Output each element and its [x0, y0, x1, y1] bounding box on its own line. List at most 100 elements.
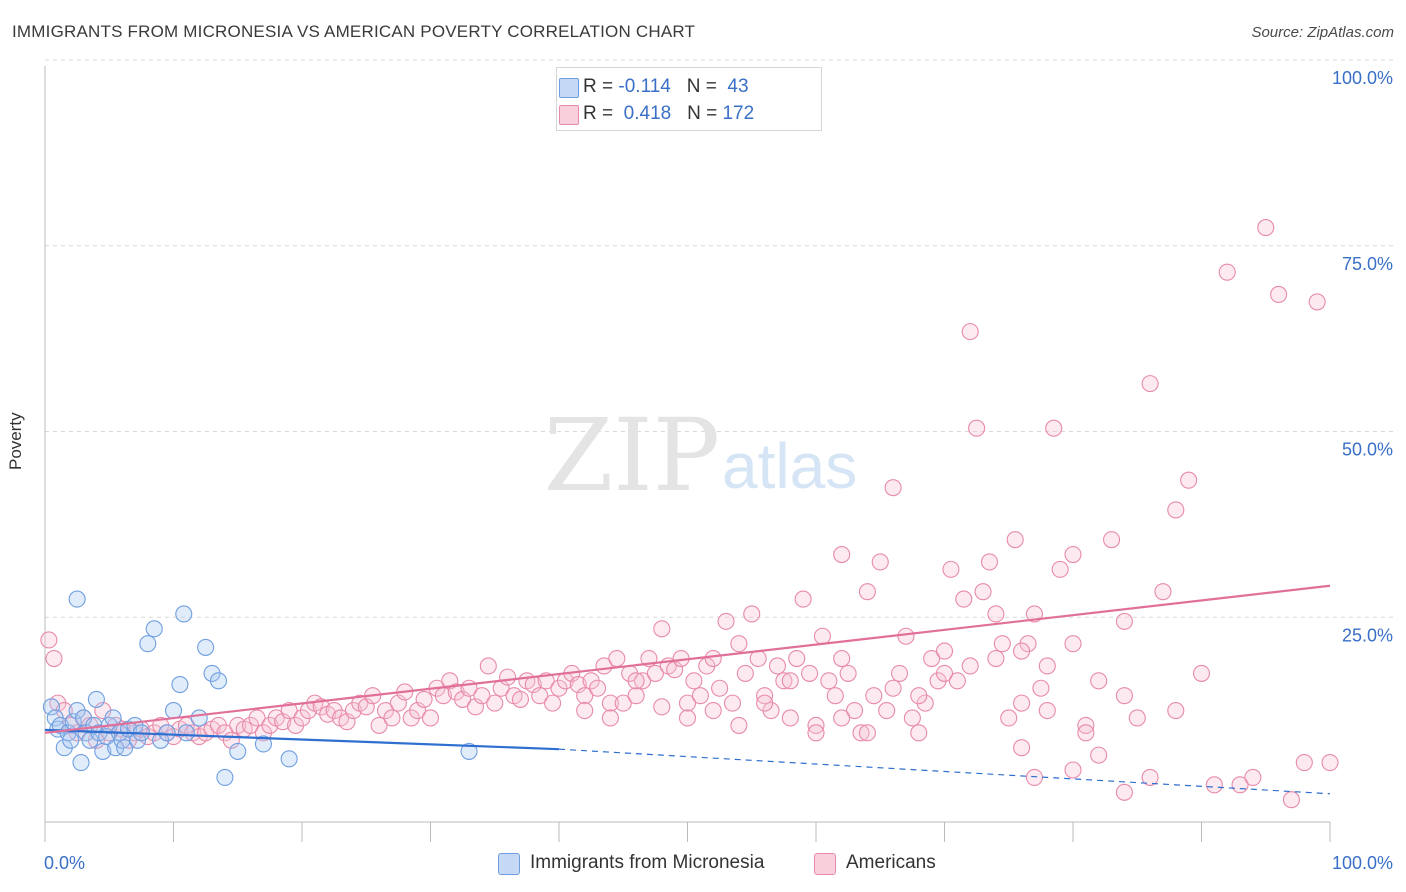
data-point: [229, 742, 247, 760]
data-point: [711, 679, 729, 697]
data-point: [1218, 263, 1236, 281]
bottom-legend-label: Americans: [846, 852, 936, 873]
data-point: [955, 590, 973, 608]
data-point: [935, 642, 954, 660]
data-point: [653, 620, 671, 638]
data-point: [1295, 754, 1313, 772]
data-point: [473, 687, 491, 705]
data-point: [1115, 687, 1133, 705]
legend-swatch-blue: [559, 78, 579, 98]
data-point: [968, 419, 986, 437]
axes: [44, 66, 1331, 842]
data-point: [685, 672, 703, 690]
data-point: [1321, 754, 1339, 772]
watermark-atlas: atlas: [722, 430, 857, 502]
x-tick-label: 0.0%: [44, 853, 85, 873]
data-point: [756, 694, 774, 712]
data-point: [1115, 612, 1133, 630]
data-point: [794, 590, 812, 608]
data-point: [858, 724, 876, 742]
data-point: [158, 724, 176, 742]
data-point: [415, 690, 433, 708]
data-point: [1013, 694, 1031, 712]
data-point: [980, 553, 999, 571]
data-point: [993, 635, 1011, 653]
data-point: [704, 701, 722, 720]
data-point: [691, 687, 709, 705]
legend-swatch-pink: [559, 105, 579, 125]
data-point: [175, 605, 193, 623]
data-point: [730, 716, 748, 734]
data-point: [171, 675, 189, 694]
data-point: [833, 709, 851, 727]
data-point: [871, 553, 889, 571]
data-point: [942, 560, 960, 578]
data-point: [1077, 724, 1095, 742]
data-point: [40, 631, 58, 649]
data-point: [865, 687, 883, 705]
data-point: [421, 709, 440, 727]
data-point: [987, 605, 1005, 623]
data-point: [254, 735, 273, 753]
data-point: [756, 687, 774, 705]
data-point: [910, 687, 928, 705]
data-point: [1141, 375, 1159, 393]
data-point: [383, 709, 401, 727]
data-point: [788, 649, 806, 668]
data-point: [1013, 739, 1031, 757]
data-point: [1000, 709, 1018, 727]
data-point: [576, 687, 594, 705]
data-point: [1128, 709, 1146, 727]
data-point: [139, 635, 157, 653]
data-point: [807, 724, 825, 742]
data-point: [890, 664, 909, 682]
bottom-legend: Immigrants from Micronesia Americans: [0, 852, 1406, 878]
data-point: [62, 731, 80, 749]
chart-title: IMMIGRANTS FROM MICRONESIA VS AMERICAN P…: [12, 22, 696, 41]
data-point: [544, 694, 562, 712]
legend-r-value: -0.114: [618, 76, 671, 97]
data-point: [45, 649, 63, 668]
data-point: [87, 690, 105, 708]
data-point: [499, 668, 517, 686]
data-point: [280, 701, 298, 720]
y-tick-label: 75.0%: [1342, 254, 1393, 274]
data-point: [1090, 672, 1108, 690]
data-point: [1064, 545, 1082, 564]
data-point: [479, 657, 497, 675]
data-point: [486, 694, 504, 712]
legend-r-label: R =: [583, 76, 614, 97]
data-point: [678, 709, 697, 727]
bottom-legend-micronesia: Immigrants from Micronesia: [498, 852, 764, 875]
data-point: [116, 739, 134, 757]
data-point: [1038, 657, 1056, 675]
data-point: [781, 709, 799, 727]
data-point: [601, 709, 619, 727]
data-point: [1167, 501, 1185, 519]
bottom-legend-americans: Americans: [814, 852, 936, 875]
data-point: [781, 672, 799, 690]
trend-line-micronesia: [44, 728, 560, 751]
data-point: [627, 687, 645, 705]
data-point: [1180, 471, 1198, 489]
data-point: [1115, 783, 1133, 801]
legend-r-value: 0.418: [623, 103, 672, 124]
data-point: [1308, 293, 1326, 311]
data-point: [248, 709, 266, 727]
data-point: [1103, 531, 1121, 549]
data-point: [845, 701, 864, 720]
data-point: [370, 716, 388, 734]
data-point: [801, 664, 819, 682]
x-tick-label: 100.0%: [1332, 853, 1393, 873]
data-point: [1257, 219, 1275, 237]
trend-line-micronesia-extension: [558, 748, 1331, 795]
data-point: [858, 583, 876, 601]
trend-line-americans: [44, 584, 1331, 734]
data-point: [280, 750, 298, 768]
data-point: [209, 672, 228, 690]
data-point: [646, 664, 664, 682]
data-point: [608, 649, 626, 668]
data-point: [1006, 531, 1024, 549]
data-point: [42, 698, 60, 716]
